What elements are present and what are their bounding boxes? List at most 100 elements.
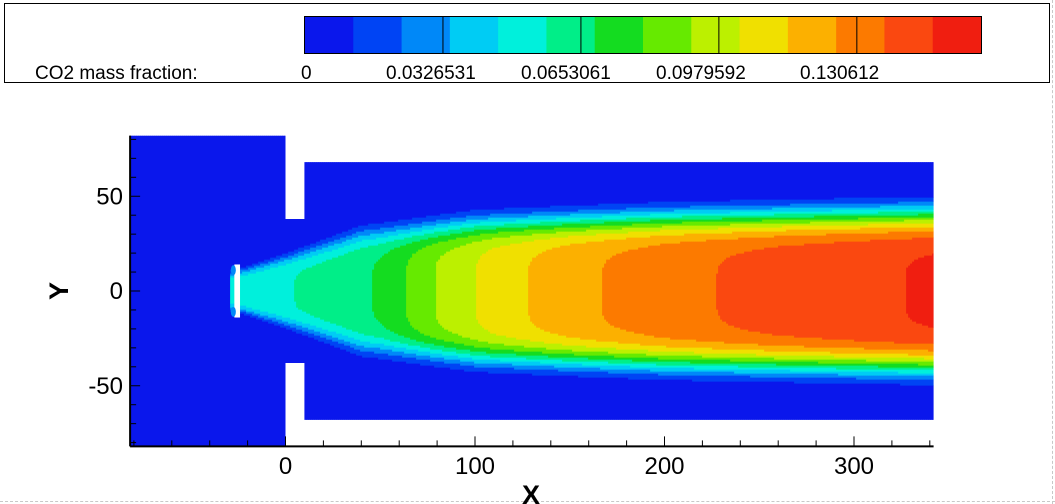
field-cell (542, 219, 545, 223)
field-cell (606, 209, 609, 215)
field-cell (384, 243, 387, 255)
field-cell (646, 135, 649, 205)
field-cell (750, 331, 753, 345)
field-cell (282, 317, 285, 323)
field-cell (472, 231, 475, 237)
field-cell (486, 355, 489, 361)
field-cell (508, 345, 511, 351)
field-cell (314, 335, 317, 341)
field-cell (510, 207, 513, 215)
field-cell (386, 253, 389, 331)
field-cell (264, 319, 267, 323)
field-cell (450, 369, 453, 447)
field-cell (400, 361, 403, 447)
field-cell (754, 381, 757, 447)
field-cell (416, 341, 419, 347)
field-cell (698, 209, 701, 215)
field-cell (704, 213, 707, 217)
field-cell (736, 209, 739, 213)
field-cell (774, 367, 777, 371)
field-cell (672, 217, 675, 221)
field-cell (372, 135, 375, 225)
field-cell (664, 379, 667, 447)
field-cell (718, 357, 721, 361)
field-cell (656, 217, 659, 221)
field-cell (270, 319, 273, 325)
field-cell (532, 219, 535, 225)
field-cell (780, 345, 783, 353)
field-cell (692, 375, 695, 383)
field-cell (410, 227, 413, 233)
field-cell (526, 347, 529, 353)
field-cell (750, 231, 753, 239)
field-cell (542, 329, 545, 343)
field-cell (336, 257, 339, 327)
field-cell (566, 227, 569, 233)
field-cell (476, 319, 479, 341)
field-cell (776, 367, 779, 371)
field-cell (484, 363, 487, 369)
field-cell (360, 333, 363, 343)
field-cell (744, 209, 747, 213)
field-cell (710, 135, 713, 203)
field-cell (328, 237, 331, 243)
field-cell (298, 329, 301, 335)
field-cell (424, 233, 427, 241)
field-cell (658, 135, 661, 203)
field-cell (636, 353, 639, 359)
field-cell (658, 351, 661, 357)
field-cell (638, 363, 641, 369)
field-cell (524, 227, 527, 231)
field-cell (308, 135, 311, 247)
field-cell (778, 361, 781, 367)
field-cell (408, 237, 411, 245)
field-cell (294, 257, 297, 263)
field-cell (466, 219, 469, 225)
field-cell (562, 361, 565, 365)
field-cell (510, 235, 513, 245)
field-cell (542, 221, 545, 227)
field-cell (320, 327, 323, 335)
field-cell (702, 201, 705, 207)
field-cell (644, 211, 647, 217)
field-cell (508, 135, 511, 209)
field-cell (726, 233, 729, 241)
field-cell (424, 229, 427, 235)
field-cell (328, 331, 331, 337)
field-cell (644, 203, 647, 209)
field-cell (756, 209, 759, 213)
field-cell (592, 205, 595, 211)
field-cell (744, 205, 747, 211)
field-cell (658, 235, 661, 247)
field-cell (620, 359, 623, 365)
field-cell (646, 223, 649, 229)
field-cell (606, 377, 609, 447)
field-cell (376, 347, 379, 355)
field-cell (718, 225, 721, 229)
field-cell (658, 337, 661, 347)
field-cell (744, 363, 747, 369)
field-cell (718, 209, 721, 215)
field-cell (732, 343, 735, 351)
field-cell (466, 361, 469, 367)
field-cell (556, 237, 559, 249)
field-cell (532, 211, 535, 217)
field-cell (548, 357, 551, 361)
field-cell (576, 221, 579, 225)
field-cell (436, 237, 439, 245)
field-cell (566, 231, 569, 239)
field-cell (536, 207, 539, 213)
field-cell (714, 215, 717, 221)
field-cell (384, 221, 387, 229)
field-cell (490, 367, 493, 375)
field-cell (364, 247, 367, 337)
field-cell (288, 325, 291, 331)
field-cell (542, 207, 545, 213)
field-cell (500, 335, 503, 345)
field-cell (586, 357, 589, 363)
field-cell (696, 225, 699, 231)
field-cell (580, 355, 583, 359)
field-cell (564, 245, 567, 337)
field-cell (328, 321, 331, 333)
field-cell (684, 355, 687, 361)
